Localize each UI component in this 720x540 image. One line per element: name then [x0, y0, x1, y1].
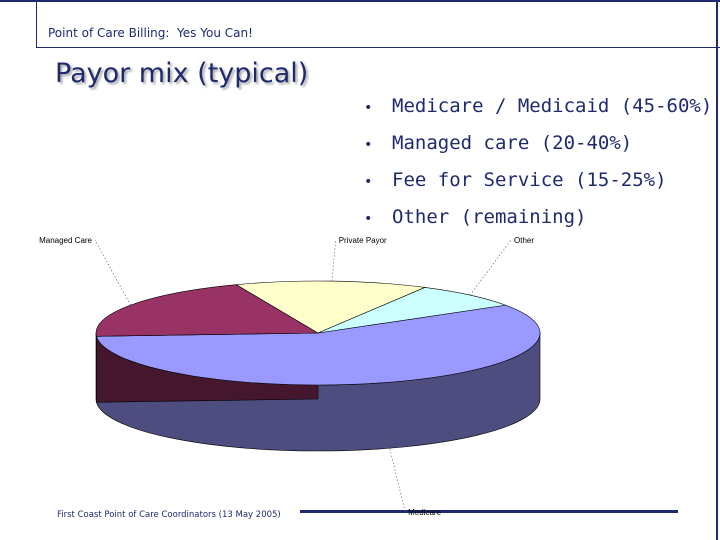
top-frame-line — [0, 0, 720, 2]
pie-top-faces — [95, 280, 541, 386]
pie-slice-managed-care — [95, 284, 320, 337]
pie-labels: Medicare Managed Care Private Payor Other — [39, 236, 534, 517]
bullet-item: • Other (remaining) — [364, 199, 712, 236]
bullet-text: Managed care (20-40%) — [392, 132, 633, 154]
pie-leader-line — [331, 239, 337, 282]
bullet-icon: • — [364, 137, 373, 153]
bullet-item: • Fee for Service (15-25%) — [364, 162, 712, 199]
slide-header: Point of Care Billing: Yes You Can! — [48, 26, 253, 40]
bullet-icon: • — [364, 174, 373, 190]
pie-label-medicare: Medicare — [408, 508, 441, 517]
left-frame-line — [36, 0, 37, 48]
bullet-text: Fee for Service (15-25%) — [392, 169, 667, 191]
header-rule — [36, 47, 720, 48]
bullet-text: Other (remaining) — [392, 206, 587, 228]
pie-label-private-payor: Private Payor — [339, 236, 387, 245]
slide-footer: First Coast Point of Care Coordinators (… — [57, 510, 281, 520]
bullet-list: • Medicare / Medicaid (45-60%) • Managed c… — [364, 88, 712, 236]
right-frame-line — [716, 0, 718, 540]
pie-slice-private-payor — [235, 280, 427, 334]
footer-rule — [300, 510, 678, 513]
pie-label-managed-care: Managed Care — [39, 236, 92, 245]
bullet-item: • Medicare / Medicaid (45-60%) — [364, 88, 712, 125]
bullet-item: • Managed care (20-40%) — [364, 125, 712, 162]
pie-slice-other — [317, 287, 506, 334]
pie-leader-line — [469, 239, 512, 296]
slide-title: Payor mix (typical) — [55, 58, 309, 89]
pie-label-other: Other — [514, 236, 534, 245]
bullet-text: Medicare / Medicaid (45-60%) — [392, 95, 713, 117]
bullet-icon: • — [364, 100, 373, 116]
pie-leader-lines — [94, 239, 512, 513]
pie-leader-line — [94, 239, 131, 306]
pie-leader-line — [386, 435, 406, 513]
pie-slice-medicare — [96, 304, 541, 386]
bullet-icon: • — [364, 211, 373, 227]
